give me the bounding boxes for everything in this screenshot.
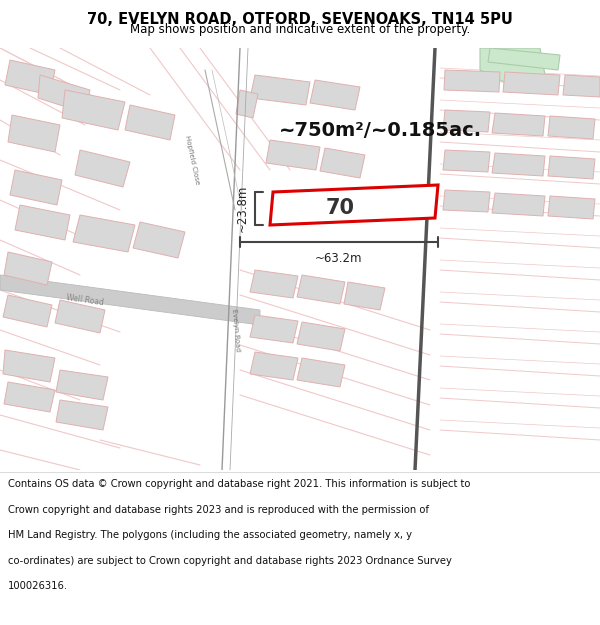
Polygon shape (3, 295, 52, 327)
Polygon shape (250, 270, 298, 298)
Polygon shape (10, 170, 62, 205)
Polygon shape (344, 282, 385, 310)
Text: HM Land Registry. The polygons (including the associated geometry, namely x, y: HM Land Registry. The polygons (includin… (8, 530, 412, 540)
Polygon shape (56, 370, 108, 400)
Polygon shape (443, 150, 490, 172)
Text: Hopfield Close: Hopfield Close (184, 135, 200, 185)
Text: Well Road: Well Road (65, 293, 104, 307)
Polygon shape (297, 358, 345, 387)
Polygon shape (443, 110, 490, 132)
Polygon shape (133, 222, 185, 258)
Polygon shape (548, 156, 595, 179)
Polygon shape (38, 75, 90, 113)
Polygon shape (480, 48, 545, 85)
Text: ~750m²/~0.185ac.: ~750m²/~0.185ac. (278, 121, 482, 139)
Polygon shape (320, 148, 365, 178)
Polygon shape (563, 75, 600, 97)
Polygon shape (125, 105, 175, 140)
Polygon shape (56, 400, 108, 430)
Polygon shape (250, 315, 298, 343)
Polygon shape (0, 275, 260, 325)
Text: Contains OS data © Crown copyright and database right 2021. This information is : Contains OS data © Crown copyright and d… (8, 479, 470, 489)
Polygon shape (250, 75, 310, 105)
Polygon shape (270, 185, 438, 225)
Text: ~63.2m: ~63.2m (315, 252, 363, 265)
Polygon shape (310, 80, 360, 110)
Text: ~23.8m: ~23.8m (236, 185, 249, 232)
Polygon shape (4, 382, 55, 412)
Polygon shape (503, 72, 560, 95)
Polygon shape (4, 252, 52, 285)
Polygon shape (266, 140, 320, 170)
Polygon shape (75, 150, 130, 187)
Polygon shape (492, 193, 545, 216)
Polygon shape (8, 115, 60, 152)
Polygon shape (3, 350, 55, 382)
Polygon shape (488, 48, 560, 70)
Polygon shape (548, 116, 595, 139)
Text: 70: 70 (325, 198, 355, 218)
Polygon shape (73, 215, 135, 252)
Polygon shape (492, 153, 545, 176)
Polygon shape (443, 190, 490, 212)
Polygon shape (5, 60, 55, 95)
Text: 70, EVELYN ROAD, OTFORD, SEVENOAKS, TN14 5PU: 70, EVELYN ROAD, OTFORD, SEVENOAKS, TN14… (87, 12, 513, 27)
Polygon shape (297, 322, 345, 351)
Polygon shape (236, 90, 258, 118)
Polygon shape (492, 113, 545, 136)
Text: 100026316.: 100026316. (8, 581, 68, 591)
Polygon shape (444, 70, 500, 92)
Text: co-ordinates) are subject to Crown copyright and database rights 2023 Ordnance S: co-ordinates) are subject to Crown copyr… (8, 556, 452, 566)
Polygon shape (250, 352, 298, 380)
Text: Evelyn Road: Evelyn Road (231, 308, 241, 352)
Text: Crown copyright and database rights 2023 and is reproduced with the permission o: Crown copyright and database rights 2023… (8, 505, 429, 515)
Polygon shape (297, 275, 345, 304)
Polygon shape (548, 196, 595, 219)
Polygon shape (15, 205, 70, 240)
Text: Map shows position and indicative extent of the property.: Map shows position and indicative extent… (130, 23, 470, 36)
Polygon shape (62, 90, 125, 130)
Polygon shape (55, 300, 105, 333)
